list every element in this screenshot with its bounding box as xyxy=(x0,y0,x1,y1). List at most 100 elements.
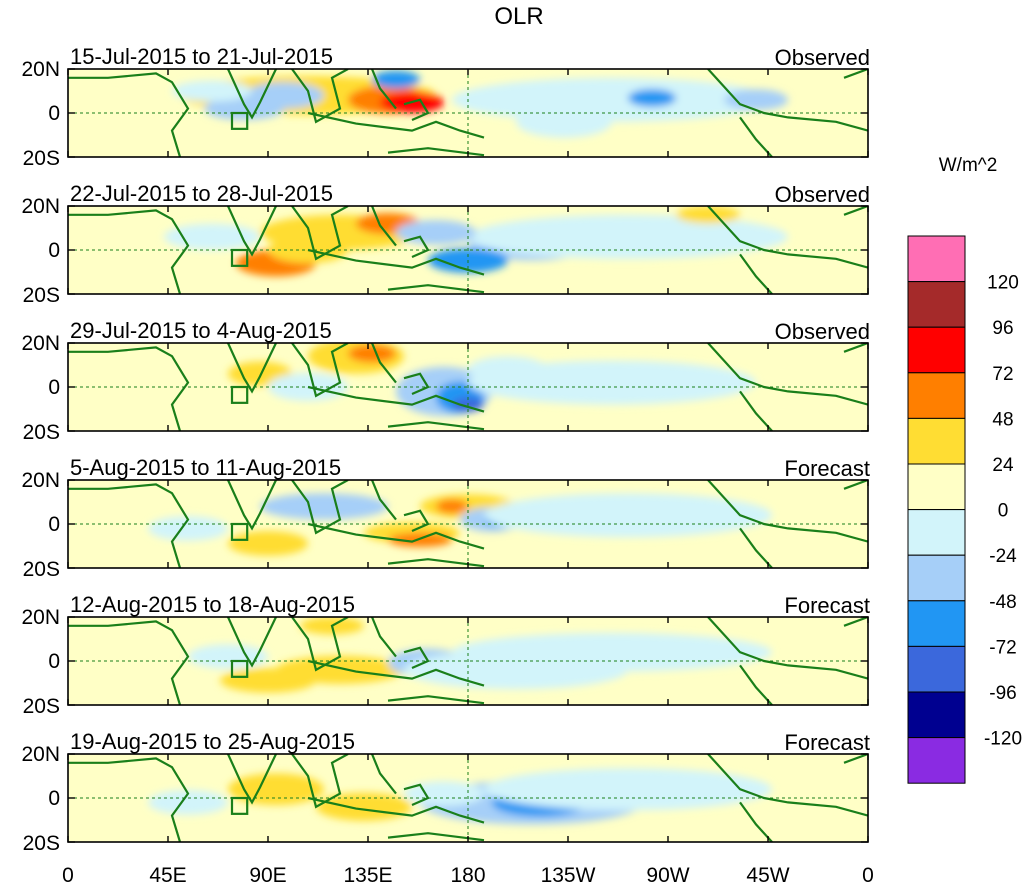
anomaly-contour xyxy=(516,105,612,138)
anomaly-contour xyxy=(164,223,260,250)
coastline xyxy=(843,343,868,353)
lat-label: 0 xyxy=(48,787,60,810)
lat-label: 20N xyxy=(21,195,60,218)
coastline xyxy=(843,754,868,764)
coastline xyxy=(403,235,430,259)
coastline xyxy=(370,617,397,658)
coastline xyxy=(307,522,485,550)
lat-label: 20N xyxy=(21,743,60,766)
colorbar-swatch xyxy=(907,645,966,693)
lon-label: 90E xyxy=(249,864,286,887)
coastline xyxy=(291,617,349,672)
colorbar-label: -72 xyxy=(989,637,1016,658)
panel-period: 5-Aug-2015 to 11-Aug-2015 xyxy=(70,455,341,480)
colorbar-swatch xyxy=(907,509,966,556)
colorbar-swatch xyxy=(907,326,966,374)
panel-period: 12-Aug-2015 to 18-Aug-2015 xyxy=(70,592,355,617)
anomaly-contour xyxy=(172,80,252,102)
coastline xyxy=(226,343,277,394)
coastline xyxy=(291,69,349,124)
figure-title: OLR xyxy=(494,3,543,30)
map-panel: 20N 0 20S 19-Aug-2015 to 25-Aug-2015 Forecas… xyxy=(21,729,870,855)
coastline xyxy=(843,206,868,216)
lat-label: 20S xyxy=(23,558,60,581)
coastlines xyxy=(68,480,868,568)
anomaly-contour xyxy=(484,493,772,538)
anomaly-contour xyxy=(204,97,284,121)
coastline xyxy=(739,801,773,842)
anomaly-contour xyxy=(220,668,316,693)
lon-label: 0 xyxy=(62,864,74,887)
anomaly-contour xyxy=(148,790,228,815)
coastline xyxy=(307,111,485,139)
colorbar-label: -48 xyxy=(989,592,1016,613)
colorbar-swatch xyxy=(907,463,966,511)
panel-period: 22-Jul-2015 to 28-Jul-2015 xyxy=(70,181,333,206)
coastlines xyxy=(68,206,868,294)
coastline xyxy=(68,483,190,568)
lat-label: 20N xyxy=(21,606,60,629)
colorbar-label: 96 xyxy=(992,318,1013,339)
coastline xyxy=(739,253,773,294)
longitude-axis: 0 45E 90E 135E 180 135W 90W 45W 0 xyxy=(62,864,874,887)
anomaly-contour xyxy=(348,344,396,363)
panel-status: Observed xyxy=(775,319,870,344)
lon-label: 90W xyxy=(646,864,689,887)
lat-label: 0 xyxy=(48,650,60,673)
coastline xyxy=(226,206,277,257)
coastlines xyxy=(68,617,868,705)
coastline xyxy=(387,832,485,842)
anomaly-contour xyxy=(316,792,412,821)
lat-label: 0 xyxy=(48,376,60,399)
lat-label: 20S xyxy=(23,421,60,444)
panel-status: Forecast xyxy=(784,456,870,481)
lon-label: 135E xyxy=(343,864,392,887)
colorbar-swatch xyxy=(907,235,966,283)
anomaly-contour xyxy=(436,499,468,514)
anomaly-contour xyxy=(468,356,548,383)
lon-label: 180 xyxy=(450,864,485,887)
coastline xyxy=(68,757,190,842)
coastline xyxy=(226,754,277,805)
coastline xyxy=(370,480,397,521)
anomaly-contour xyxy=(628,89,676,107)
coastline xyxy=(403,509,430,533)
coastline xyxy=(307,248,485,276)
coastline xyxy=(307,796,485,824)
anomaly-contour xyxy=(484,768,772,811)
coastline xyxy=(291,343,349,398)
colorbar-swatch xyxy=(907,691,966,739)
panel-period: 29-Jul-2015 to 4-Aug-2015 xyxy=(70,318,332,343)
anomaly-contour xyxy=(468,214,788,259)
coastline xyxy=(226,617,277,668)
anomaly-contour xyxy=(148,516,228,541)
anomaly-contour xyxy=(388,532,452,547)
coastline xyxy=(226,480,277,531)
coastline xyxy=(843,617,868,627)
anomaly-contour xyxy=(676,206,740,224)
lat-label: 20N xyxy=(21,469,60,492)
lat-label: 20N xyxy=(21,332,60,355)
panel-period: 15-Jul-2015 to 21-Jul-2015 xyxy=(70,44,333,69)
anomaly-contour xyxy=(724,89,788,111)
coastline xyxy=(291,480,349,535)
panel-status: Observed xyxy=(775,45,870,70)
coastline xyxy=(370,343,397,384)
colorbar-label: 0 xyxy=(998,501,1009,522)
coastline xyxy=(307,385,485,413)
region-box xyxy=(230,796,249,815)
coastline xyxy=(387,558,485,568)
coastline xyxy=(739,390,773,431)
coastline xyxy=(68,72,190,157)
region-box xyxy=(230,659,249,678)
coastline xyxy=(739,664,773,705)
coastline xyxy=(387,284,485,294)
anomaly-contour xyxy=(228,531,308,556)
coastline xyxy=(403,783,430,807)
panel-status: Forecast xyxy=(784,593,870,618)
region-box xyxy=(230,111,249,130)
lat-label: 0 xyxy=(48,239,60,262)
coastline xyxy=(403,646,430,670)
map-panel: 20N 0 20S 15-Jul-2015 to 21-Jul-2015 Observe… xyxy=(21,44,870,170)
